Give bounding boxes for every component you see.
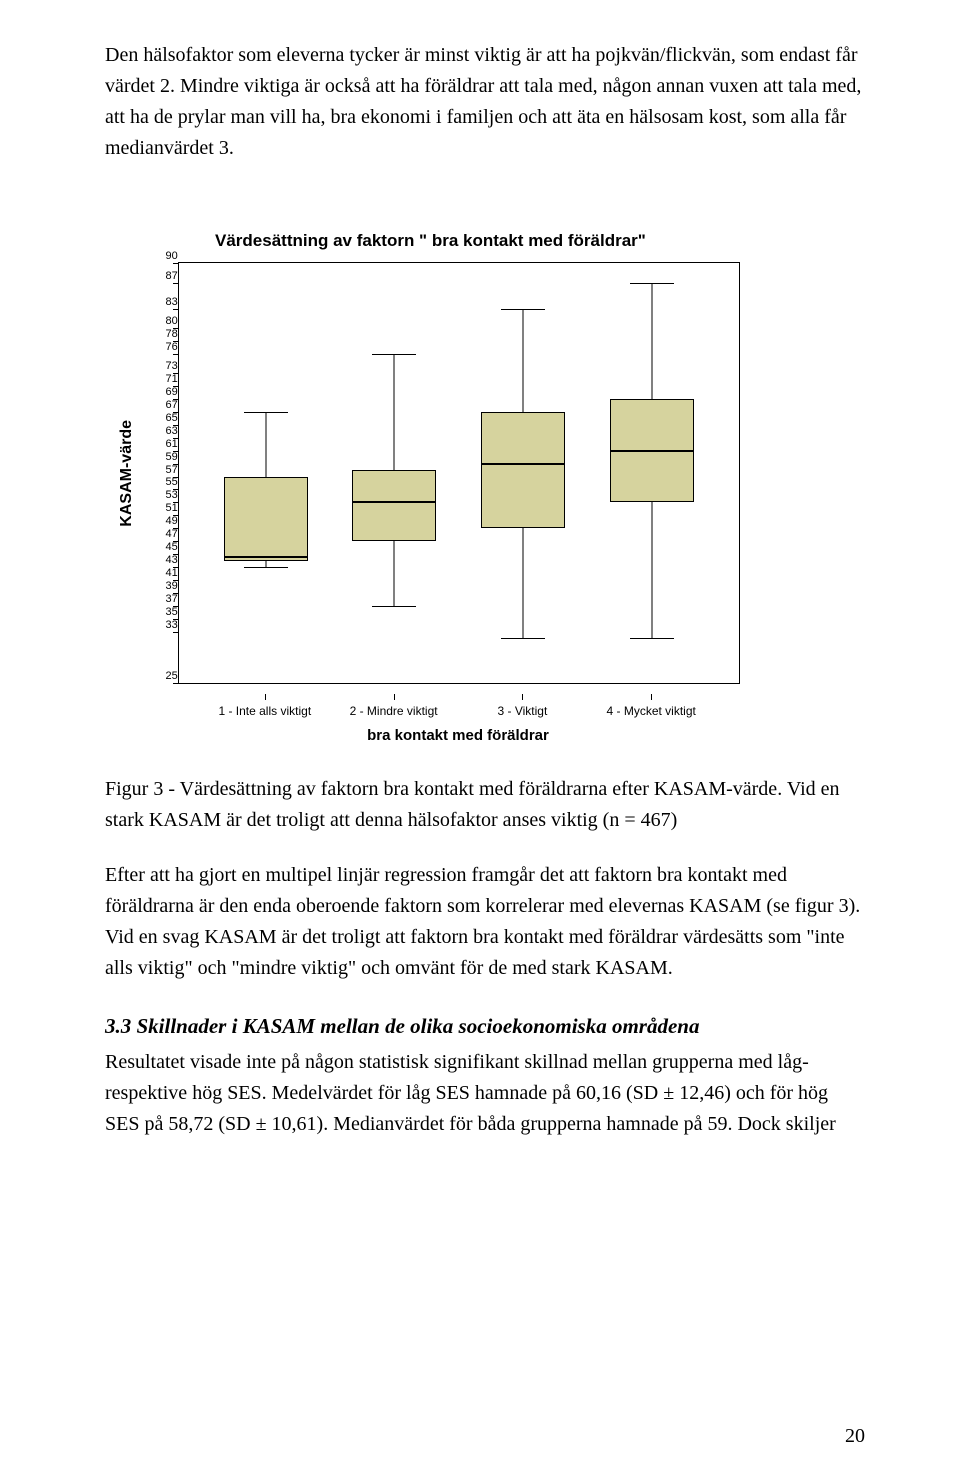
- boxplot-chart: KASAM-värde 9087838078767371696765636159…: [115, 262, 865, 684]
- plot-area: [178, 262, 740, 684]
- x-tick-label: 2 - Mindre viktigt: [350, 702, 438, 721]
- x-axis: bra kontakt med föräldrar 1 - Inte alls …: [178, 694, 738, 744]
- x-tick-label: 1 - Inte alls viktigt: [218, 702, 311, 721]
- x-tick-label: 4 - Mycket viktigt: [607, 702, 696, 721]
- page-number: 20: [845, 1421, 865, 1452]
- x-tick-label: 3 - Viktigt: [497, 702, 547, 721]
- intro-paragraph: Den hälsofaktor som eleverna tycker är m…: [105, 40, 865, 164]
- y-axis-label: KASAM-värde: [115, 420, 140, 527]
- chart-title: Värdesättning av faktorn " bra kontakt m…: [215, 228, 865, 254]
- body-paragraph-2: Efter att ha gjort en multipel linjär re…: [105, 860, 865, 984]
- figure-caption: Figur 3 - Värdesättning av faktorn bra k…: [105, 774, 865, 836]
- boxplot-group: [221, 263, 311, 683]
- x-axis-label: bra kontakt med föräldrar: [178, 724, 738, 747]
- boxplot-group: [478, 263, 568, 683]
- boxplot-group: [349, 263, 439, 683]
- body-paragraph-3: Resultatet visade inte på någon statisti…: [105, 1047, 865, 1140]
- section-heading: 3.3 Skillnader i KASAM mellan de olika s…: [105, 1010, 865, 1043]
- boxplot-group: [607, 263, 697, 683]
